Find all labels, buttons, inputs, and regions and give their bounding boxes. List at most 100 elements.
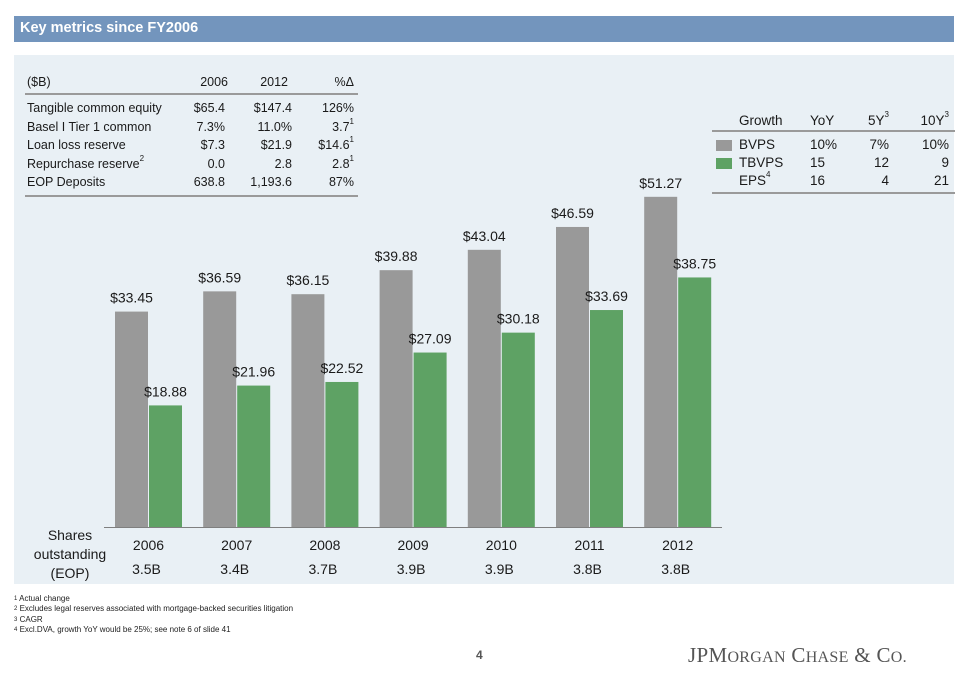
shares-outstanding-value: 3.5B [132, 561, 161, 577]
shares-outstanding-value: 3.8B [573, 561, 602, 577]
bar-tbvps-2012 [678, 277, 712, 527]
bar-tbvps-2008 [325, 381, 359, 527]
legend-swatch-bvps [716, 140, 732, 151]
bar-bvps-2012 [644, 196, 678, 527]
metric-2006: 7.3% [196, 119, 226, 134]
x-tick-label: 2007 [221, 537, 253, 553]
growth-label: EPS4 [739, 170, 771, 188]
x-tick-label: 2008 [309, 537, 341, 553]
header-growth: Growth [739, 113, 783, 128]
growth-10y: 10% [921, 137, 949, 152]
growth-5y: 4 [881, 173, 889, 188]
bar-bvps-2007 [203, 291, 237, 527]
growth-yoy: 15 [810, 155, 826, 170]
metric-label: Tangible common equity [27, 101, 162, 115]
metric-2006: $65.4 [193, 101, 225, 115]
x-tick-label: 2010 [485, 537, 517, 553]
growth-5y: 12 [873, 155, 889, 170]
growth-row: BVPS 10% 7% 10% [712, 136, 955, 154]
header-unit: ($B) [27, 75, 51, 89]
metric-change: $14.61 [318, 135, 354, 152]
shares-outstanding-value: 3.8B [661, 561, 691, 577]
footnote: 4 Excl.DVA, growth YoY would be 25%; see… [14, 624, 231, 634]
data-label-bvps-2009: $39.88 [375, 248, 418, 264]
growth-yoy: 10% [810, 137, 838, 152]
metrics-table: ($B) 2006 2012 %Δ Tangible common equity… [25, 73, 358, 197]
legend-swatch-tbvps [716, 158, 732, 169]
bar-bvps-2009 [379, 270, 413, 527]
bar-tbvps-2006 [149, 405, 182, 527]
data-label-tbvps-2008: $22.52 [320, 360, 363, 376]
x-tick-label: 2006 [132, 537, 165, 553]
metric-2006: 0.0 [207, 156, 225, 171]
metric-2012: $21.9 [260, 138, 292, 152]
growth-5y: 7% [869, 137, 889, 152]
metric-label: Repurchase reserve2 [27, 153, 145, 171]
metric-label: Basel I Tier 1 common [27, 119, 152, 134]
metrics-bottom-rule [25, 194, 358, 197]
growth-bottom-rule [712, 192, 955, 194]
growth-legend-table: Growth YoY 5Y3 10Y3 BVPS 10% 7% 10% TBVPS 15 1… [712, 110, 955, 194]
footnote: 1 Actual change [14, 594, 70, 603]
data-label-tbvps-2010: $30.18 [497, 311, 540, 327]
header-10y: 10Y3 [920, 110, 949, 128]
metric-label: Loan loss reserve [27, 138, 126, 152]
growth-row: EPS4 16 4 21 [712, 170, 955, 190]
metric-2006: 638.8 [193, 175, 225, 189]
metric-change: 87% [328, 175, 354, 189]
metric-2006: $7.3 [200, 138, 225, 152]
metrics-row: Repurchase reserve2 0.0 2.8 2.81 [25, 153, 358, 174]
metrics-row: Tangible common equity $65.4 $147.4 126% [25, 99, 358, 118]
data-label-bvps-2011: $46.59 [551, 205, 594, 221]
data-label-bvps-2010: $43.04 [463, 228, 506, 244]
metric-change: 3.71 [332, 116, 354, 134]
x-tick-label: 2012 [662, 537, 694, 553]
metrics-row: EOP Deposits 638.8 1,193.6 87% [25, 173, 358, 192]
metric-change: 2.81 [332, 153, 354, 171]
growth-label: BVPS [739, 137, 776, 152]
bar-bvps-2006 [115, 311, 148, 527]
page-number: 4 [476, 648, 483, 662]
header-5y: 5Y3 [868, 110, 889, 128]
metric-2012: 1,193.6 [250, 175, 292, 189]
metric-change: 126% [322, 101, 354, 115]
bar-bvps-2010 [467, 249, 501, 528]
metric-2012: 11.0% [257, 119, 292, 134]
shares-outstanding-value: 3.9B [484, 561, 514, 577]
footnote: 3 CAGR [14, 614, 43, 624]
metric-2012: 2.8 [274, 156, 292, 171]
shares-outstanding-value: 3.7B [308, 561, 338, 577]
metric-label: EOP Deposits [27, 175, 106, 189]
growth-yoy: 16 [810, 173, 826, 188]
growth-label: TBVPS [739, 155, 784, 170]
metrics-row: Basel I Tier 1 common 7.3% 11.0% 3.71 [25, 116, 358, 137]
data-label-tbvps-2012: $38.75 [673, 255, 716, 271]
shares-outstanding-label: Shares outstanding (EOP) [33, 527, 107, 581]
metric-2012: $147.4 [253, 101, 292, 115]
data-label-tbvps-2011: $33.69 [585, 288, 628, 304]
bar-tbvps-2010 [501, 332, 535, 527]
metrics-row: Loan loss reserve $7.3 $21.9 $14.61 [25, 135, 358, 155]
header-yoy: YoY [810, 113, 835, 128]
shares-outstanding-value: 3.9B [396, 561, 426, 577]
growth-row: TBVPS 15 12 9 [712, 154, 955, 172]
bar-tbvps-2009 [413, 352, 447, 527]
shares-outstanding-value: 3.4B [220, 561, 250, 577]
growth-header-row: Growth YoY 5Y3 10Y3 [712, 110, 955, 132]
metrics-header-row: ($B) 2006 2012 %Δ [25, 73, 358, 95]
growth-10y: 21 [933, 173, 949, 188]
bar-tbvps-2007 [237, 385, 271, 527]
footnotes: 1 Actual change 2 Excludes legal reserves… [14, 594, 293, 635]
data-label-bvps-2007: $36.59 [198, 269, 241, 285]
page-title: Key metrics since FY2006 [20, 20, 199, 36]
footnote: 2 Excludes legal reserves associated wit… [14, 604, 294, 614]
company-logo: JPMORGAN CHASE & CO. [688, 643, 907, 667]
growth-10y: 9 [941, 155, 949, 170]
header-2006: 2006 [200, 75, 228, 89]
data-label-bvps-2006: $33.45 [110, 290, 153, 306]
data-label-tbvps-2007: $21.96 [232, 364, 275, 380]
data-label-tbvps-2009: $27.09 [409, 331, 452, 347]
bar-bvps-2008 [291, 294, 325, 527]
data-label-bvps-2008: $36.15 [286, 272, 329, 288]
x-tick-label: 2009 [397, 537, 429, 553]
